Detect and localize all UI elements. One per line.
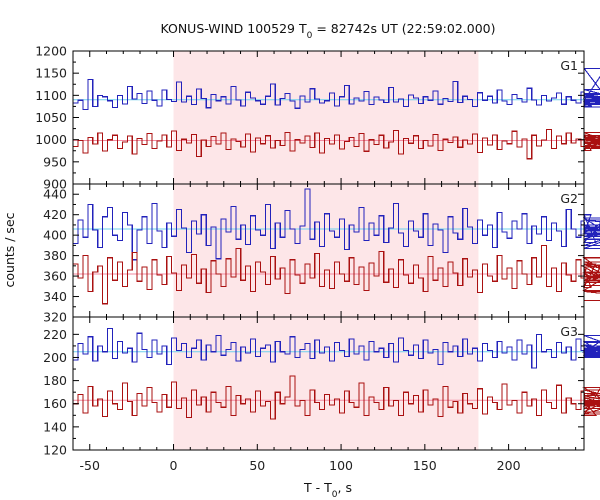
chart-title-main: KONUS-WIND 100529 T xyxy=(160,21,306,36)
y-tick-label-G1-1050: 1050 xyxy=(35,110,67,125)
x-tick-label-150: 150 xyxy=(413,458,437,473)
y-tick-label-G1-1100: 1100 xyxy=(35,88,67,103)
y-tick-label-G1-1150: 1150 xyxy=(35,66,67,81)
series-line-G3-upper xyxy=(73,328,600,369)
y-tick-label-G2-420: 420 xyxy=(43,207,67,222)
y-tick-label-G2-400: 400 xyxy=(43,228,67,243)
x-axis-title-sub: 0 xyxy=(332,490,338,500)
y-tick-label-G2-360: 360 xyxy=(43,269,67,284)
shade-layer xyxy=(173,51,479,450)
y-tick-label-G3-200: 200 xyxy=(43,350,67,365)
y-tick-label-G2-340: 340 xyxy=(43,289,67,304)
y-axis-title: counts / sec xyxy=(2,212,17,287)
x-axis-title-rest: , s xyxy=(338,480,352,495)
panel-label-G3: G3 xyxy=(560,324,578,339)
y-tick-label-G3-160: 160 xyxy=(43,396,67,411)
shaded-interval-G2 xyxy=(173,184,479,317)
y-tick-label-G1-900: 900 xyxy=(43,177,67,192)
x-tick-label-0: 0 xyxy=(170,458,178,473)
series-layer xyxy=(73,67,600,420)
series-line-G1-upper xyxy=(73,67,600,111)
shaded-interval-G3 xyxy=(173,317,479,450)
shaded-interval-G1 xyxy=(173,51,479,184)
ticks-layer xyxy=(72,50,584,451)
labels-layer: 90095010001050110011501200G1320340360380… xyxy=(35,44,578,474)
x-tick-label--50: -50 xyxy=(80,458,100,473)
y-tick-label-G3-120: 120 xyxy=(43,443,67,458)
series-line-G2-lower xyxy=(73,244,600,305)
x-tick-label-50: 50 xyxy=(249,458,265,473)
y-tick-label-G1-950: 950 xyxy=(43,154,67,169)
panel-label-G1: G1 xyxy=(560,58,578,73)
y-tick-label-G3-140: 140 xyxy=(43,419,67,434)
x-tick-label-100: 100 xyxy=(329,458,353,473)
y-tick-label-G3-180: 180 xyxy=(43,373,67,388)
chart-title: KONUS-WIND 100529 T0 = 82742s UT (22:59:… xyxy=(160,21,495,41)
y-tick-label-G2-380: 380 xyxy=(43,248,67,263)
x-tick-label-200: 200 xyxy=(497,458,521,473)
y-tick-label-G1-1200: 1200 xyxy=(35,44,67,59)
x-axis-title-main: T - T xyxy=(303,480,332,495)
series-line-G2-upper xyxy=(73,188,600,261)
chart-title-rest: = 82742s UT (22:59:02.000) xyxy=(312,21,495,36)
panel-frame-G3 xyxy=(72,316,585,451)
y-tick-label-G3-220: 220 xyxy=(43,327,67,342)
chart-title-sub: 0 xyxy=(307,31,313,41)
y-tick-label-G2-320: 320 xyxy=(43,310,67,325)
series-line-G3-lower xyxy=(73,375,600,420)
y-tick-label-G2-440: 440 xyxy=(43,187,67,202)
series-line-G1-lower xyxy=(73,128,600,160)
x-axis-title: T - T0, s xyxy=(303,480,352,500)
y-tick-label-G1-1000: 1000 xyxy=(35,132,67,147)
panel-label-G2: G2 xyxy=(560,191,578,206)
